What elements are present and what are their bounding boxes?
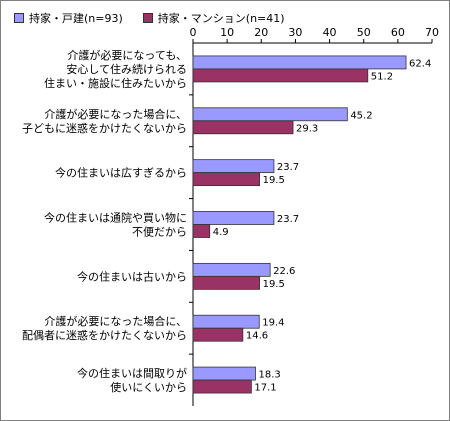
bar — [192, 107, 348, 122]
bar — [192, 224, 211, 238]
bar-value-label: 19.4 — [262, 318, 284, 329]
category-label: 介護が必要になった場合に、 — [44, 107, 187, 121]
x-tick-label: 30 — [288, 26, 302, 39]
category-label: 介護が必要になっても、 — [67, 48, 187, 62]
legend-label-series-1: 持家・戸建(n=93) — [29, 12, 123, 25]
bar-value-label: 19.5 — [263, 175, 285, 186]
bar-value-label: 14.6 — [246, 331, 268, 342]
bar — [192, 68, 369, 83]
category-label: 住まい・施設に住みたいから — [44, 76, 187, 90]
legend-item-series-1: 持家・戸建(n=93) — [14, 10, 123, 26]
bar — [192, 366, 256, 381]
bar-value-label: 51.2 — [371, 71, 393, 82]
bar — [192, 379, 252, 394]
x-tick-label: 50 — [357, 26, 371, 39]
legend: 持家・戸建(n=93) 持家・マンション(n=41) — [14, 9, 305, 27]
bar-value-label: 23.7 — [277, 214, 299, 225]
x-tick-label: 70 — [425, 26, 439, 39]
category-label: 子どもに迷惑をかけたくないから — [22, 121, 187, 135]
legend-item-series-2: 持家・マンション(n=41) — [142, 10, 285, 26]
bar-value-label: 23.7 — [277, 162, 299, 173]
bar-value-label: 17.1 — [254, 383, 276, 394]
bar-value-label: 4.9 — [213, 227, 229, 238]
category-label: 使いにくいから — [110, 381, 187, 394]
bar-value-label: 19.5 — [263, 279, 285, 290]
category-label: 今の住まいは通院や買い物に — [44, 211, 187, 225]
bar — [192, 275, 260, 290]
category-label: 介護が必要になった場合に、 — [44, 314, 187, 328]
bar — [192, 172, 260, 187]
bar-value-label: 45.2 — [350, 110, 372, 121]
legend-swatch-series-1 — [14, 13, 24, 23]
legend-label-series-2: 持家・マンション(n=41) — [157, 12, 285, 25]
bar — [192, 120, 294, 135]
x-tick-label: 40 — [323, 26, 337, 39]
category-label: 今の住まいは古いから — [77, 269, 187, 283]
x-tick-label: 60 — [391, 26, 405, 39]
bar-value-label: 29.3 — [296, 123, 318, 134]
bar — [192, 159, 275, 174]
legend-swatch-series-2 — [142, 13, 153, 23]
category-label: 今の住まいは間取りが — [77, 366, 187, 380]
category-label: 配偶者に迷惑をかけたくないから — [22, 328, 187, 342]
bar — [192, 327, 244, 342]
bar — [192, 55, 407, 70]
category-label: 不便だから — [132, 226, 187, 239]
x-tick-label: 20 — [254, 26, 268, 39]
x-tick-label: 10 — [220, 26, 234, 39]
category-label: 安心して住み続けられる — [66, 62, 187, 76]
bar-value-label: 22.6 — [273, 266, 295, 277]
category-label: 今の住まいは広すぎるから — [55, 166, 187, 180]
x-tick-label: 0 — [190, 26, 197, 39]
bar — [192, 211, 275, 225]
bar-value-label: 62.4 — [409, 58, 431, 69]
bar — [192, 262, 271, 277]
bar — [192, 314, 260, 329]
bar-value-label: 18.3 — [258, 370, 280, 381]
